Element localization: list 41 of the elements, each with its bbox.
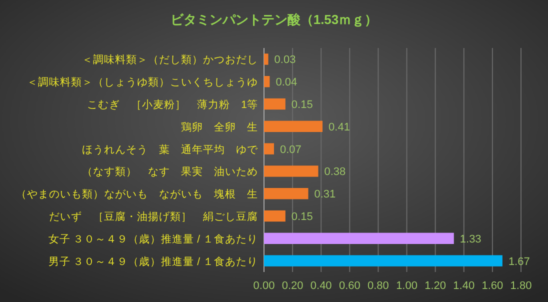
x-tick-label: 0.20 <box>282 280 304 292</box>
data-label: 1.67 <box>508 256 530 268</box>
bar <box>264 255 502 266</box>
chart-title: ビタミンパントテン酸（1.53ｍｇ） <box>170 12 378 27</box>
x-tick-label: 0.80 <box>368 280 389 292</box>
y-tick-label: （やまのいも類）ながいも ながいも 塊根 生 <box>16 188 258 201</box>
y-tick-label: 鶏卵 全卵 生 <box>181 120 258 134</box>
y-tick-label: ほうれんそう 葉 通年平均 ゆで <box>82 142 259 156</box>
data-label: 0.15 <box>291 211 313 223</box>
y-tick-label: だいず ［豆腐・油揚げ類］ 絹ごし豆腐 <box>49 210 258 223</box>
data-label: 0.31 <box>314 188 336 201</box>
data-label: 0.04 <box>276 76 298 89</box>
x-tick-label: 0.60 <box>338 280 360 292</box>
x-tick-label: 1.80 <box>510 280 532 292</box>
bar <box>264 166 318 177</box>
bar <box>264 210 286 222</box>
data-label: 1.33 <box>460 233 482 246</box>
data-label: 0.03 <box>274 54 296 66</box>
bar <box>264 232 454 244</box>
x-tick-label: 1.20 <box>424 280 446 292</box>
x-tick-label: 1.40 <box>453 280 475 292</box>
data-label: 0.41 <box>328 121 350 134</box>
bar <box>264 120 323 132</box>
bar <box>264 143 274 154</box>
bar <box>264 76 270 88</box>
x-tick-label: 1.60 <box>482 280 504 292</box>
x-tick-label: 1.00 <box>396 280 418 292</box>
data-label: 0.07 <box>280 144 302 156</box>
y-tick-label: ＜調味料類＞（しょうゆ類）こいくちしょうゆ <box>27 76 258 89</box>
bar <box>264 54 268 65</box>
y-tick-label: （なす類） なす 果実 油いため <box>82 165 258 178</box>
y-tick-label: こむぎ ［小麦粉］ 薄力粉 1等 <box>87 98 258 111</box>
data-label: 0.38 <box>324 166 346 178</box>
x-tick-label: 0.00 <box>253 280 275 292</box>
y-tick-label: ＜調味料類＞（だし類）かつおだし <box>82 53 258 66</box>
y-tick-label: 男子 ３０～４９（歳）推進量 / １食あたり <box>48 254 258 268</box>
bar <box>264 188 308 200</box>
bar <box>264 98 286 110</box>
x-tick-label: 0.40 <box>310 280 332 292</box>
y-tick-label: 女子 ３０～４９（歳）推進量 / １食あたり <box>48 232 258 246</box>
data-label: 0.15 <box>291 99 313 111</box>
